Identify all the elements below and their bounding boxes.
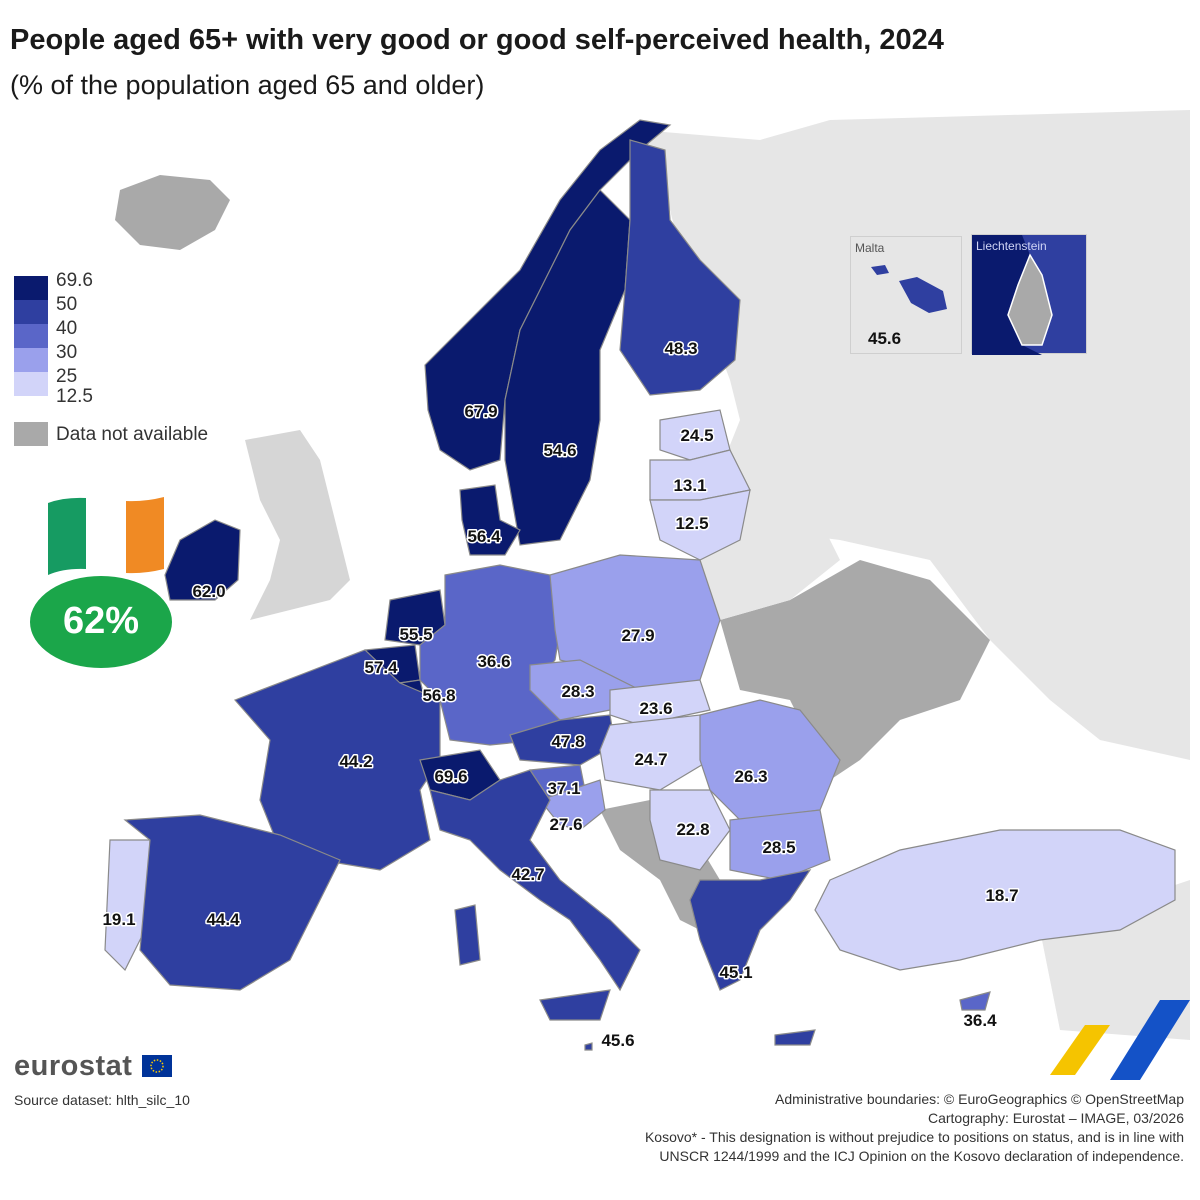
legend-label: 30 — [56, 342, 78, 363]
label-austria: 47.8 — [551, 732, 584, 751]
region-italy — [429, 769, 641, 1021]
inset-malta: Malta 45.6 — [850, 236, 962, 354]
legend-label: 40 — [56, 318, 78, 339]
label-ireland: 62.0 — [192, 582, 225, 601]
label-romania: 26.3 — [734, 767, 767, 786]
region-lithuania — [649, 489, 751, 561]
label-netherlands: 55.5 — [399, 625, 432, 644]
legend-label: 69.6 — [56, 270, 93, 291]
label-portugal: 19.1 — [102, 910, 135, 929]
region-portugal — [104, 839, 151, 972]
label-estonia: 24.5 — [680, 426, 713, 445]
label-italy: 42.7 — [511, 865, 544, 884]
region-croatia — [538, 779, 606, 831]
label-germany: 36.6 — [477, 652, 510, 671]
label-norway: 67.9 — [464, 402, 497, 421]
region-cyprus — [959, 991, 991, 1011]
label-slovenia: 37.1 — [547, 779, 580, 798]
label-finland: 48.3 — [664, 339, 697, 358]
credits-line: Cartography: Eurostat – IMAGE, 03/2026 — [927, 1110, 1184, 1126]
page-title: People aged 65+ with very good or good s… — [10, 24, 944, 56]
region-malta — [584, 1042, 593, 1051]
region-finland — [619, 139, 741, 396]
inset-malta-name: Malta — [855, 241, 885, 255]
region-denmark — [459, 484, 521, 556]
liechtenstein-shape — [972, 235, 1053, 355]
malta-shape — [871, 265, 947, 313]
label-latvia: 13.1 — [673, 476, 706, 495]
land-uk — [245, 430, 350, 620]
region-ireland — [164, 519, 241, 601]
label-turkey: 18.7 — [985, 886, 1018, 905]
legend-swatch — [14, 348, 48, 372]
region-bulgaria — [729, 809, 831, 881]
inset-liechtenstein: Liechtenstein — [971, 234, 1087, 355]
label-czechia: 28.3 — [561, 682, 594, 701]
label-denmark: 56.4 — [467, 527, 501, 546]
label-serbia: 22.8 — [676, 820, 709, 839]
legend-swatch — [14, 324, 48, 348]
inset-malta-value: 45.6 — [868, 329, 902, 348]
legend-swatch — [14, 300, 48, 324]
legend-swatch — [14, 372, 48, 396]
land-iceland — [115, 175, 230, 250]
label-luxembourg: 56.8 — [422, 686, 455, 705]
legend-swatch — [14, 276, 48, 300]
eurostat-logo: eurostat — [14, 1050, 133, 1082]
label-bulgaria: 28.5 — [762, 838, 795, 857]
credits-line: Administrative boundaries: © EuroGeograp… — [775, 1091, 1184, 1107]
legend-label: 25 — [56, 366, 78, 387]
land-ukraine — [720, 560, 990, 780]
legend-label: 50 — [56, 294, 78, 315]
region-spain — [123, 814, 341, 991]
legend-na-label: Data not available — [56, 424, 209, 445]
region-sweden — [504, 189, 631, 546]
ukraine-ribbon-icon — [1050, 1025, 1110, 1075]
page-subtitle: (% of the population aged 65 and older) — [10, 70, 485, 100]
label-malta: 45.6 — [601, 1031, 634, 1050]
legend-na-swatch — [14, 422, 48, 446]
label-sweden: 54.6 — [543, 441, 576, 460]
label-lithuania: 12.5 — [675, 514, 708, 533]
region-turkey — [814, 829, 1176, 971]
ireland-value-badge: 62% — [30, 576, 172, 668]
eu-flag-icon — [142, 1055, 172, 1077]
ireland-flag-icon — [48, 496, 164, 575]
credits-line: Kosovo* - This designation is without pr… — [644, 1129, 1184, 1145]
label-switzerland: 69.6 — [434, 767, 467, 786]
region-serbia — [649, 789, 731, 871]
label-slovakia: 23.6 — [639, 699, 672, 718]
region-france — [233, 649, 441, 871]
region-greece — [689, 869, 816, 1046]
credits: Administrative boundaries: © EuroGeograp… — [645, 1090, 1184, 1166]
label-poland: 27.9 — [621, 626, 654, 645]
source-dataset: Source dataset: hlth_silc_10 — [14, 1092, 190, 1108]
label-greece: 45.1 — [719, 963, 752, 982]
label-hungary: 24.7 — [634, 750, 667, 769]
label-france: 44.2 — [339, 752, 372, 771]
credits-line: UNSCR 1244/1999 and the ICJ Opinion on t… — [659, 1148, 1184, 1164]
label-belgium: 57.4 — [364, 658, 398, 677]
label-spain: 44.4 — [206, 910, 240, 929]
label-cyprus: 36.4 — [963, 1011, 997, 1030]
label-croatia: 27.6 — [549, 815, 582, 834]
legend-label: 12.5 — [56, 386, 93, 407]
ukraine-ribbon-icon-blue — [1110, 1000, 1190, 1080]
inset-liechtenstein-name: Liechtenstein — [976, 239, 1047, 253]
